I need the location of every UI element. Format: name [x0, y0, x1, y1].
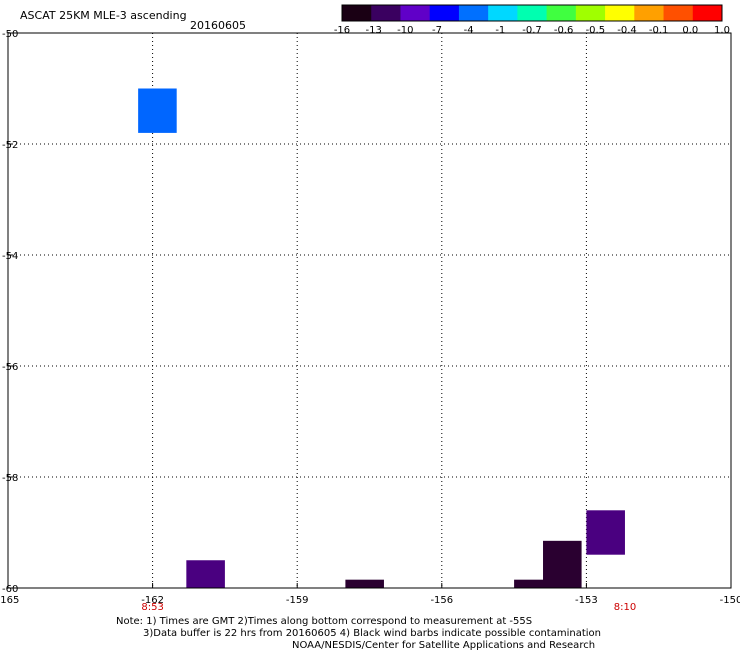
y-tick-label: -56	[2, 362, 18, 373]
colorbar-swatch	[517, 5, 548, 21]
chart-title: ASCAT 25KM MLE-3 ascending	[20, 9, 187, 22]
gridlines	[8, 33, 731, 588]
x-tick-label: -165	[0, 595, 19, 606]
y-tick-label: -58	[2, 473, 18, 484]
chart-date: 20160605	[190, 19, 246, 32]
colorbar-swatch	[605, 5, 635, 21]
data-cells	[138, 88, 625, 588]
data-cell	[514, 579, 553, 588]
colorbar-swatch	[634, 5, 665, 21]
colorbar-frame	[341, 4, 723, 22]
colorbar-swatch	[458, 5, 489, 21]
plot-frame	[7, 32, 732, 589]
colorbar-label: -0.1	[649, 25, 669, 36]
y-axis: -50 -52 -54 -56 -58 -60	[2, 29, 18, 595]
time-labels: 8:53 8:10	[141, 602, 636, 613]
colorbar-label: -0.7	[522, 25, 542, 36]
colorbar-swatch	[546, 5, 577, 21]
colorbar-swatch	[575, 5, 606, 21]
y-tick-label: -50	[2, 29, 18, 40]
colorbar: -16 -13 -10 -7 -4 -1 -0.7 -0.6 -0.5 -0.4 -0.1 0.0 1.…	[334, 4, 730, 36]
footnotes: Note: 1) Times are GMT 2)Times along bot…	[116, 616, 601, 650]
colorbar-swatch	[342, 5, 372, 21]
data-cell	[138, 88, 177, 133]
colorbar-label: -0.6	[554, 25, 574, 36]
y-tick-label: -54	[2, 251, 18, 262]
x-tick-label: -162	[141, 595, 164, 606]
y-tick-label: -52	[2, 140, 18, 151]
colorbar-label: -4	[464, 25, 474, 36]
time-label: 8:53	[141, 602, 163, 613]
x-tick-label: -153	[575, 595, 598, 606]
data-cell	[345, 579, 384, 588]
colorbar-swatch	[429, 5, 460, 21]
x-axis: -165 -162 -159 -156 -153 -150	[0, 583, 740, 606]
data-cell	[186, 560, 225, 588]
colorbar-label: -1	[495, 25, 505, 36]
colorbar-swatch	[488, 5, 518, 21]
footnote-line: 3)Data buffer is 22 hrs from 20160605 4)…	[143, 628, 601, 639]
y-tick-label: -60	[2, 584, 18, 595]
colorbar-label: -10	[397, 25, 413, 36]
colorbar-swatch	[663, 5, 694, 21]
footnote-line: NOAA/NESDIS/Center for Satellite Applica…	[292, 640, 595, 650]
colorbar-swatch	[371, 5, 401, 21]
colorbar-swatch	[400, 5, 431, 21]
colorbar-label: -0.4	[617, 25, 637, 36]
colorbar-label: -16	[334, 25, 350, 36]
colorbar-label: -0.5	[586, 25, 606, 36]
x-tick-label: -159	[286, 595, 309, 606]
x-tick-label: -150	[720, 595, 740, 606]
x-tick-label: -156	[430, 595, 453, 606]
footnote-line: Note: 1) Times are GMT 2)Times along bot…	[116, 616, 532, 627]
data-cell	[543, 540, 582, 588]
data-cell	[586, 510, 625, 555]
colorbar-label: -7	[432, 25, 442, 36]
colorbar-label: 1.0	[714, 25, 730, 36]
colorbar-swatch	[692, 5, 723, 21]
time-label: 8:10	[614, 602, 636, 613]
colorbar-label: 0.0	[682, 25, 698, 36]
colorbar-label: -13	[365, 25, 381, 36]
